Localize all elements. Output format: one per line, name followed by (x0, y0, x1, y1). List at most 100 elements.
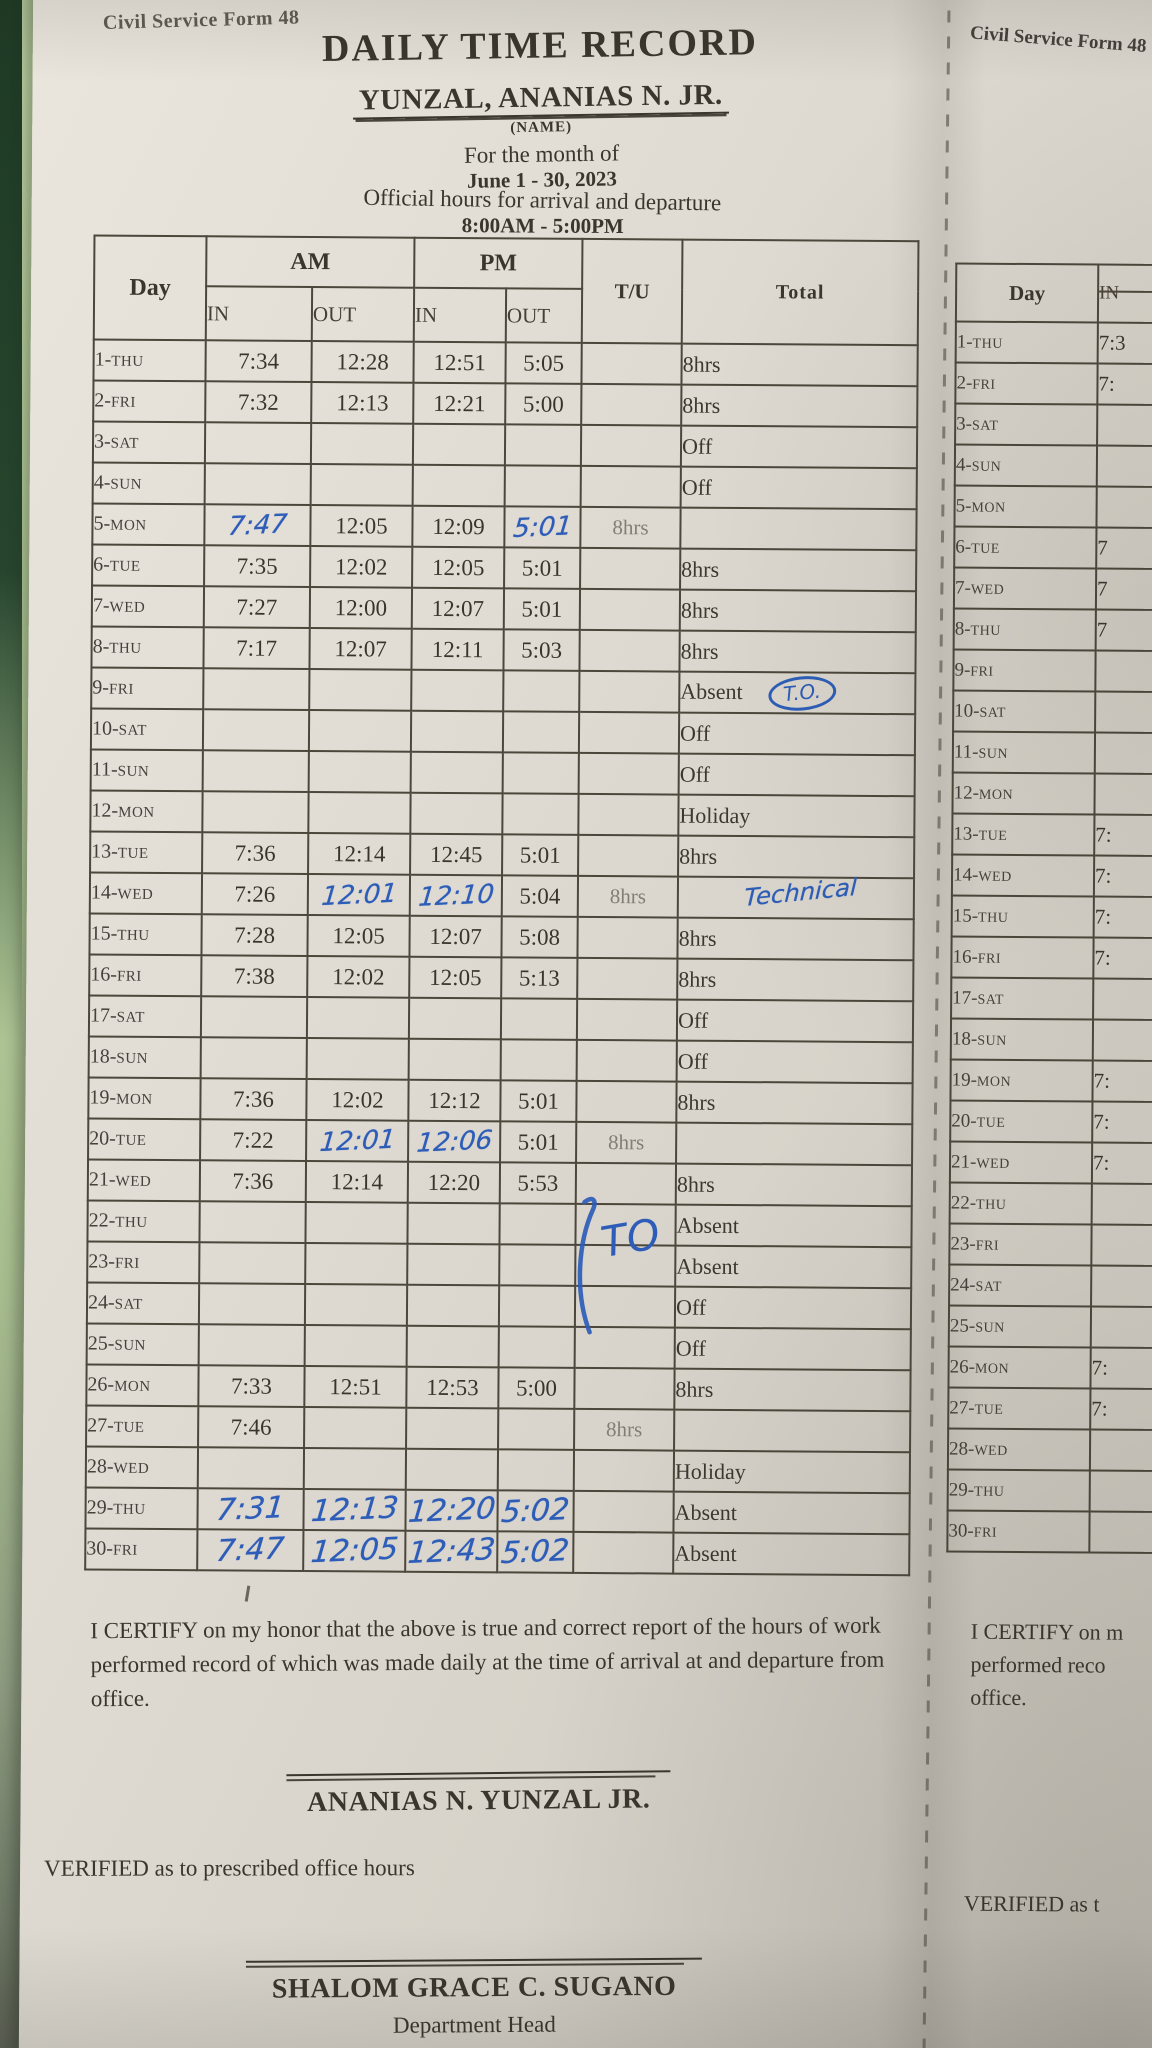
printed-time: 12:12 (428, 1087, 481, 1113)
right-cell-in: 7: (1093, 855, 1152, 898)
day-weekday: MON (110, 517, 147, 534)
cell-pm-in: 12:09 (412, 505, 505, 548)
table-row: 1-THU 7:34 12:28 12:51 5:05 8hrs (93, 339, 918, 387)
day-number: 18- (951, 1028, 978, 1050)
certify-line-2: performed record of which was made daily… (90, 1646, 885, 1678)
right-printed-time: 7: (1094, 863, 1112, 888)
day-number: 13- (91, 840, 118, 863)
printed-time: 5:53 (517, 1169, 559, 1196)
handwritten-time: 12:43 (406, 1531, 497, 1571)
cell-tu (573, 1449, 675, 1492)
cell-am-out (309, 669, 412, 711)
day-weekday: SAT (114, 1296, 143, 1313)
day-number: 8- (92, 635, 110, 658)
form-title: DAILY TIME RECORD (321, 21, 759, 71)
day-number: 20- (951, 1110, 977, 1132)
cell-pm-out (498, 1408, 575, 1450)
cell-tu (578, 834, 679, 877)
right-table-row: 7-WED 7 (953, 567, 1152, 611)
day-number: 15- (90, 922, 118, 945)
day-number: 14- (952, 864, 979, 886)
cell-total (680, 507, 917, 551)
handwritten-total: Technical (743, 873, 858, 912)
cell-am-out: 12:02 (307, 956, 410, 998)
cell-am-out (310, 423, 414, 465)
printed-time: 7:27 (236, 594, 278, 620)
right-cell-in (1095, 650, 1152, 693)
cell-tu: 8hrs (574, 1408, 675, 1451)
cell-pm-out: 5:01 (502, 834, 579, 876)
cell-day: 15-THU (89, 913, 202, 956)
cell-am-in: 7:35 (204, 545, 311, 588)
right-cell-in: 7: (1094, 814, 1152, 857)
cell-total: 8hrs (676, 1081, 913, 1125)
day-number: 15- (952, 905, 979, 927)
printed-time: 12:28 (336, 348, 389, 375)
cell-pm-in (406, 1325, 499, 1368)
cell-am-in: 7:36 (200, 1078, 307, 1121)
signature-line (245, 1957, 702, 1968)
right-certify-line-2: performed reco (970, 1651, 1106, 1678)
cell-am-out: 12:28 (311, 341, 414, 383)
cell-day: 10-SAT (90, 708, 204, 751)
right-cell-in: 7 (1095, 568, 1152, 611)
right-printed-time: 7: (1093, 1068, 1111, 1093)
tu-hours: 8hrs (609, 884, 647, 909)
cell-pm-out: 5:01 (500, 1121, 577, 1163)
cell-total: Absent (673, 1532, 910, 1576)
cell-pm-in: 12:51 (413, 341, 506, 384)
day-number: 7- (92, 594, 110, 617)
cell-total: 8hrs (677, 917, 914, 961)
col-header-am: AM (206, 236, 415, 288)
cell-day: 2-FRI (93, 380, 206, 423)
right-table-row: 10-SAT (953, 690, 1152, 734)
cell-am-in: 7:38 (201, 955, 308, 998)
cell-tu (581, 342, 682, 385)
table-row: 17-SAT Off (88, 995, 914, 1043)
cell-pm-in: 12:20 (407, 1161, 501, 1204)
table-header: Day AM PM T/U Total IN OUT IN OUT (93, 235, 919, 346)
day-number: 29- (86, 1496, 114, 1519)
right-printed-time: 7: (1098, 371, 1115, 396)
right-cell-day: 2-FRI (955, 362, 1098, 405)
form-number-right-copy: Civil Service Form 48 (969, 22, 1148, 57)
right-printed-time: 7: (1095, 822, 1112, 847)
cell-pm-out (502, 711, 580, 753)
cell-pm-out: 5:01 (503, 588, 581, 630)
table-row: 20-TUE 7:22 12:01 12:06 5:01 8hrs (88, 1118, 913, 1166)
cell-pm-out: 5:03 (503, 629, 580, 671)
day-number: 27- (87, 1414, 114, 1437)
cell-day: 4-SUN (92, 462, 205, 505)
cell-pm-in (412, 423, 506, 466)
table-row: 2-FRI 7:32 12:13 12:21 5:00 8hrs (93, 380, 918, 428)
day-weekday: THU (978, 910, 1009, 926)
printed-time: 7:17 (236, 635, 278, 661)
right-cell-day: 20-TUE (950, 1100, 1093, 1143)
form-number: Civil Service Form 48 (102, 6, 300, 34)
cell-day: 16-FRI (89, 954, 202, 997)
cell-day: 29-THU (85, 1487, 198, 1530)
cell-tu (576, 998, 678, 1041)
printed-time: 12:02 (334, 553, 388, 580)
day-weekday: THU (976, 1197, 1007, 1213)
time-record-table: Day AM PM T/U Total IN OUT IN OUT 1-THU 7… (84, 234, 919, 1576)
day-weekday: FRI (108, 681, 134, 698)
day-weekday: TUE (115, 1132, 147, 1149)
right-printed-time: 7: (1093, 1109, 1110, 1134)
cell-total: Off (676, 999, 914, 1043)
cell-day: 5-MON (92, 503, 205, 546)
name-caption: (NAME) (510, 119, 573, 137)
printed-time: 5:01 (517, 1087, 560, 1114)
cell-day: 23-FRI (87, 1241, 200, 1284)
cell-am-out: 12:14 (305, 1161, 409, 1203)
day-number: 21- (88, 1168, 116, 1191)
right-printed-time: 7: (1091, 1355, 1109, 1380)
handwritten-time: 12:01 (318, 1124, 397, 1158)
day-number: 21- (950, 1151, 977, 1173)
right-table-row: 17-SAT (951, 977, 1152, 1021)
printed-time: 12:45 (429, 841, 483, 867)
cell-day: 28-WED (85, 1446, 199, 1489)
desk-edge-dark-green (0, 0, 22, 1040)
day-number: 11- (91, 758, 118, 781)
cell-total: Off (676, 1040, 913, 1084)
